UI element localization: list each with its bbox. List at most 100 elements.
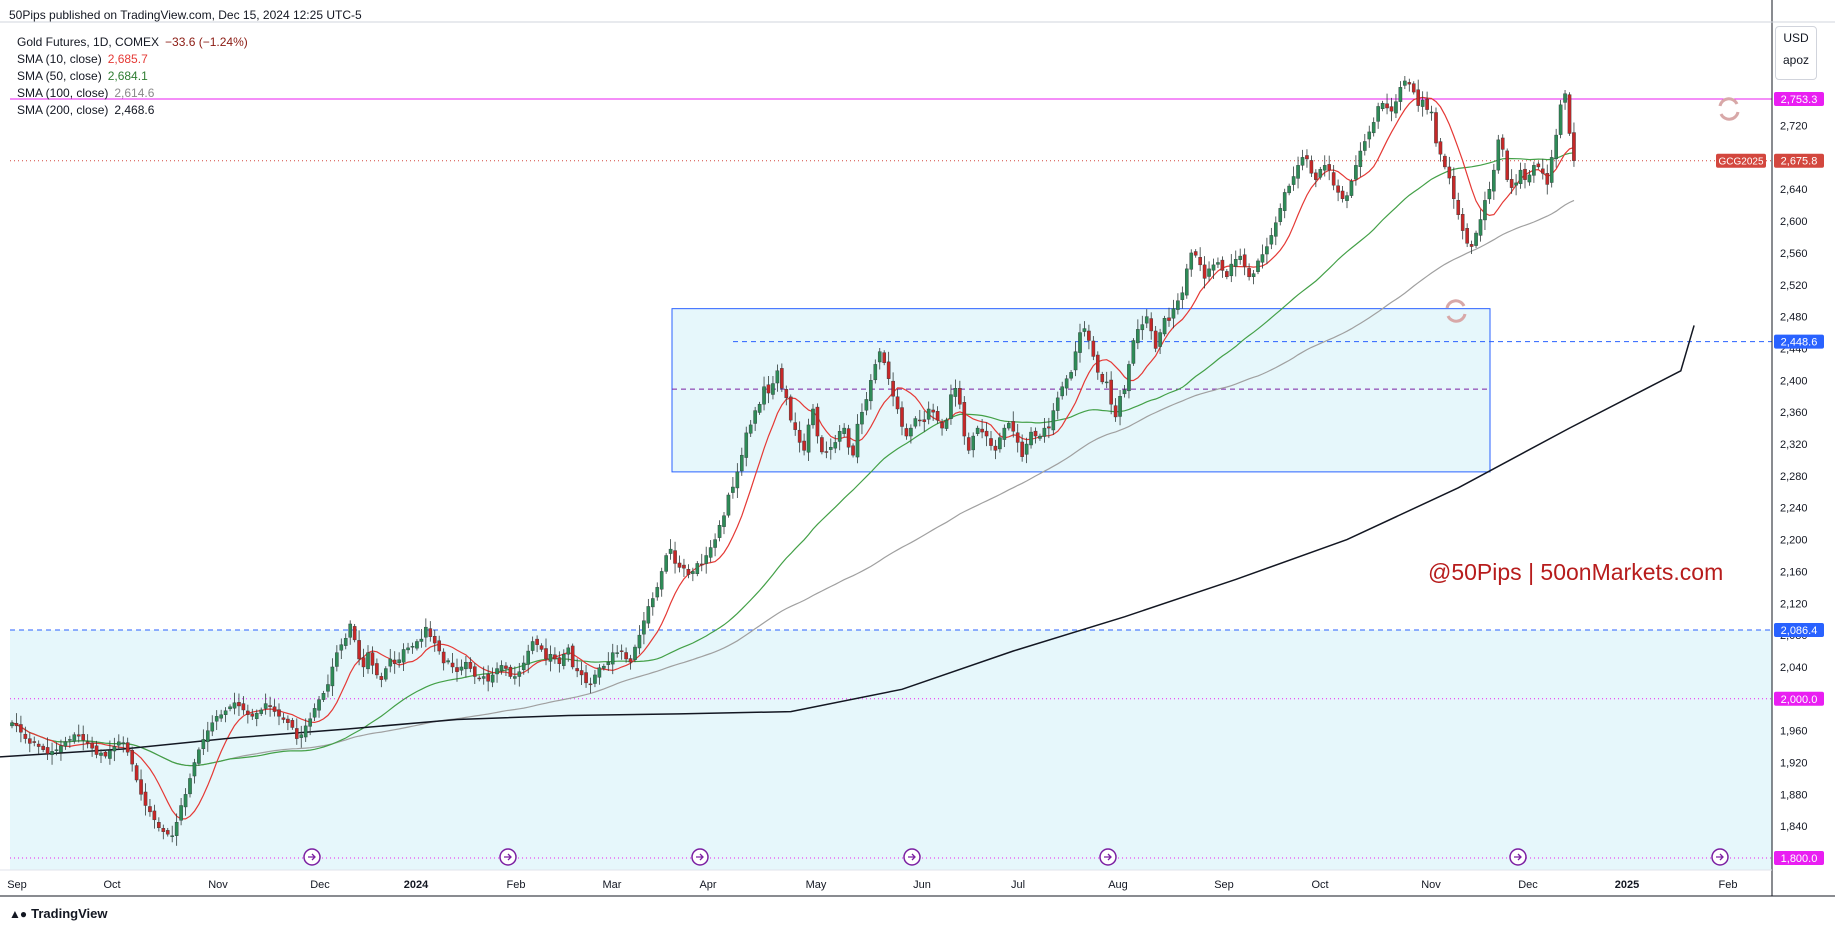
candle-body (32, 741, 37, 743)
candle-body (539, 645, 544, 650)
price-label-tag (1774, 92, 1824, 107)
candle-body (1265, 246, 1269, 255)
candle-body (1153, 330, 1158, 349)
candle-body (1269, 235, 1274, 245)
candle-body (713, 539, 717, 548)
candle-body (223, 710, 228, 715)
candle-body (584, 672, 588, 684)
candle-body (1104, 381, 1109, 384)
candle-body (1024, 443, 1029, 455)
candle-body (530, 641, 535, 651)
candle-body (633, 646, 637, 660)
candle-body (179, 805, 183, 821)
candle-body (1554, 134, 1558, 160)
candle-body (1047, 426, 1051, 429)
candle-body (1367, 131, 1372, 140)
candle-body (1371, 122, 1376, 134)
candle-body (1536, 163, 1541, 168)
candle-body (277, 709, 281, 717)
candle-body (913, 418, 918, 427)
candle-body (72, 734, 77, 742)
candle-body (1260, 254, 1265, 263)
candle-body (1198, 257, 1202, 266)
price-tick-label: 1,880 (1780, 789, 1808, 801)
tradingview-logo[interactable]: ▲● TradingView (9, 906, 107, 921)
legend-sma10-value: 2,685.7 (107, 52, 148, 66)
candle-body (1007, 423, 1011, 429)
candle-body (1020, 441, 1024, 457)
candle-body (76, 734, 81, 737)
candle-body (1273, 222, 1278, 237)
candle-body (50, 751, 54, 755)
tradingview-logo-icon: ▲● (9, 906, 27, 921)
published-header: 50Pips published on TradingView.com, Dec… (9, 8, 362, 22)
legend-sma200-value: 2,468.6 (114, 103, 155, 117)
candle-body (259, 709, 264, 714)
candle-body (1180, 292, 1185, 300)
candle-body (1318, 169, 1323, 178)
candle-body (1242, 254, 1247, 267)
candle-body (1118, 396, 1122, 417)
scale-mode-label[interactable]: apoz (1782, 53, 1810, 67)
candle-body (824, 451, 829, 453)
candle-body (45, 747, 50, 754)
candle-body (1202, 264, 1207, 279)
price-tick-label: 2,560 (1780, 248, 1808, 260)
candle-body (1558, 104, 1563, 135)
candle-body (1149, 318, 1153, 332)
candle-body (161, 828, 166, 832)
candle-body (103, 751, 108, 757)
candle-body (673, 550, 677, 564)
month-tick-label: Feb (1719, 879, 1738, 891)
candle-body (241, 703, 246, 711)
price-label-text: 1,800.0 (1781, 853, 1818, 865)
candle-body (1100, 374, 1105, 383)
legend-sma100-label: SMA (100, close) (17, 86, 109, 100)
candle-body (575, 668, 579, 672)
candle-body (1282, 192, 1287, 211)
candle-body (1376, 106, 1380, 122)
price-tick-label: 2,280 (1780, 471, 1808, 483)
candle-body (125, 742, 130, 753)
candle-body (740, 454, 744, 472)
candle-body (1064, 378, 1069, 389)
candle-body (1527, 174, 1532, 183)
candle-body (811, 408, 815, 426)
candle-body (352, 626, 357, 641)
candle-body (1340, 190, 1345, 199)
candle-body (1078, 332, 1082, 353)
scale-settings[interactable]: USD apoz (1775, 26, 1817, 80)
event-arrow-icon (696, 853, 704, 861)
candle-body (188, 778, 192, 795)
candle-body (1207, 268, 1211, 277)
candle-body (19, 724, 23, 733)
candle-body (922, 419, 927, 422)
legend-sma100-value: 2,614.6 (114, 86, 155, 100)
candle-body (891, 380, 895, 397)
candle-body (926, 408, 931, 420)
candle-body (521, 662, 526, 671)
candle-body (904, 428, 909, 437)
legend-sma50-value: 2,684.1 (107, 69, 148, 83)
candle-body (441, 651, 446, 664)
sma-layer (0, 96, 1695, 820)
month-tick-label: 2025 (1615, 879, 1639, 891)
candle-body (619, 650, 624, 652)
candle-body (1474, 232, 1478, 246)
chart-legend: Gold Futures, 1D, COMEX −33.6 (−1.24%) SM… (17, 34, 254, 119)
candle-body (232, 702, 237, 709)
candle-body (272, 706, 277, 712)
price-tick-label: 2,400 (1780, 375, 1808, 387)
candle-body (495, 668, 499, 675)
price-tick-label: 2,120 (1780, 598, 1808, 610)
candle-body (757, 404, 762, 413)
event-arrow-icon (1716, 853, 1724, 861)
watermark-text: @50Pips | 50onMarkets.com (1428, 559, 1723, 585)
candle-body (895, 396, 900, 410)
candle-body (343, 638, 348, 646)
candle-body (1451, 175, 1456, 199)
refresh-icon (1445, 299, 1467, 323)
currency-label[interactable]: USD (1783, 31, 1809, 45)
candle-body (303, 725, 308, 738)
